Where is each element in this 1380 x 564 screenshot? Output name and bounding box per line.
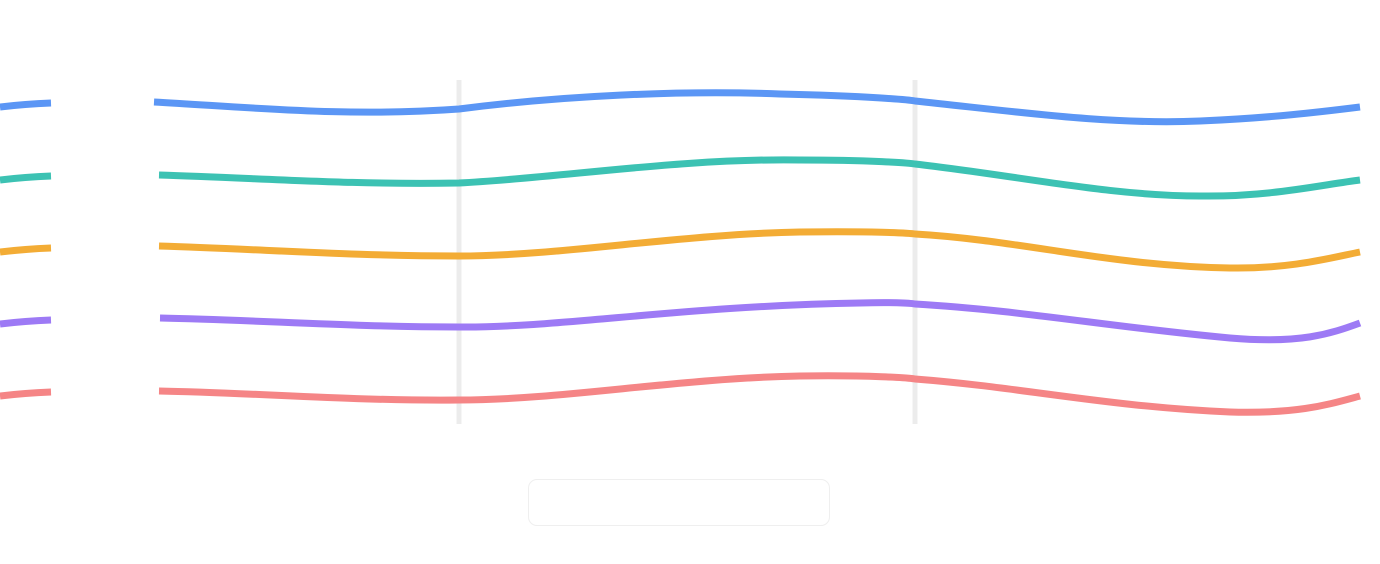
wave-line-5-stub (0, 388, 52, 400)
wave-line-1-stub (0, 99, 52, 111)
wave-line-3 (158, 228, 1361, 272)
wave-line-2-stub (0, 172, 52, 184)
wave-line-2 (158, 156, 1361, 200)
wave-line-4-stub (0, 316, 52, 328)
wave-line-3-stub (0, 244, 52, 256)
segmented-control[interactable] (528, 479, 830, 526)
wave-line-4 (159, 299, 1362, 344)
wave-line-5 (158, 372, 1361, 416)
wave-line-1 (153, 89, 1361, 126)
wave-group (0, 89, 1362, 416)
